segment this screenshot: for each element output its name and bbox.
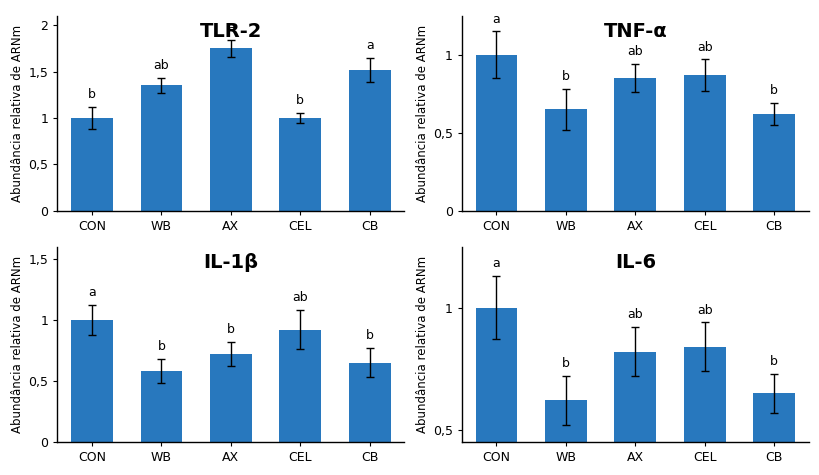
Bar	[210, 354, 251, 442]
Text: IL-1β: IL-1β	[203, 253, 258, 272]
Bar	[475, 55, 517, 211]
Bar	[753, 114, 794, 211]
Text: b: b	[769, 355, 777, 368]
Text: b: b	[769, 85, 777, 97]
Bar	[140, 86, 182, 211]
Text: b: b	[561, 70, 569, 83]
Bar	[348, 362, 390, 442]
Bar	[71, 118, 113, 211]
Text: TNF-α: TNF-α	[603, 22, 667, 41]
Y-axis label: Abundância relativa de ARNm: Abundância relativa de ARNm	[11, 25, 24, 202]
Text: b: b	[365, 329, 373, 342]
Bar	[71, 320, 113, 442]
Text: ab: ab	[627, 308, 642, 322]
Bar	[475, 308, 517, 475]
Bar	[545, 109, 586, 211]
Text: a: a	[365, 39, 373, 52]
Text: b: b	[157, 340, 165, 353]
Bar	[210, 48, 251, 211]
Text: b: b	[88, 88, 96, 101]
Text: b: b	[561, 357, 569, 370]
Bar	[613, 352, 655, 475]
Bar	[683, 347, 725, 475]
Text: a: a	[492, 257, 500, 270]
Text: IL-6: IL-6	[614, 253, 655, 272]
Y-axis label: Abundância relativa de ARNm: Abundância relativa de ARNm	[415, 256, 428, 433]
Text: a: a	[492, 12, 500, 26]
Bar	[140, 371, 182, 442]
Bar	[279, 330, 321, 442]
Bar	[279, 118, 321, 211]
Text: TLR-2: TLR-2	[200, 22, 262, 41]
Y-axis label: Abundância relativa de ARNm: Abundância relativa de ARNm	[415, 25, 428, 202]
Bar	[348, 70, 390, 211]
Bar	[613, 78, 655, 211]
Text: ab: ab	[627, 45, 642, 58]
Bar	[545, 400, 586, 475]
Text: ab: ab	[696, 304, 712, 316]
Text: ab: ab	[696, 41, 712, 54]
Bar	[753, 393, 794, 475]
Y-axis label: Abundância relativa de ARNm: Abundância relativa de ARNm	[11, 256, 24, 433]
Bar	[683, 75, 725, 211]
Text: b: b	[227, 323, 234, 336]
Text: ab: ab	[292, 291, 308, 304]
Text: b: b	[296, 94, 304, 107]
Text: ab: ab	[153, 59, 169, 72]
Text: a: a	[227, 21, 234, 34]
Text: a: a	[88, 286, 96, 299]
